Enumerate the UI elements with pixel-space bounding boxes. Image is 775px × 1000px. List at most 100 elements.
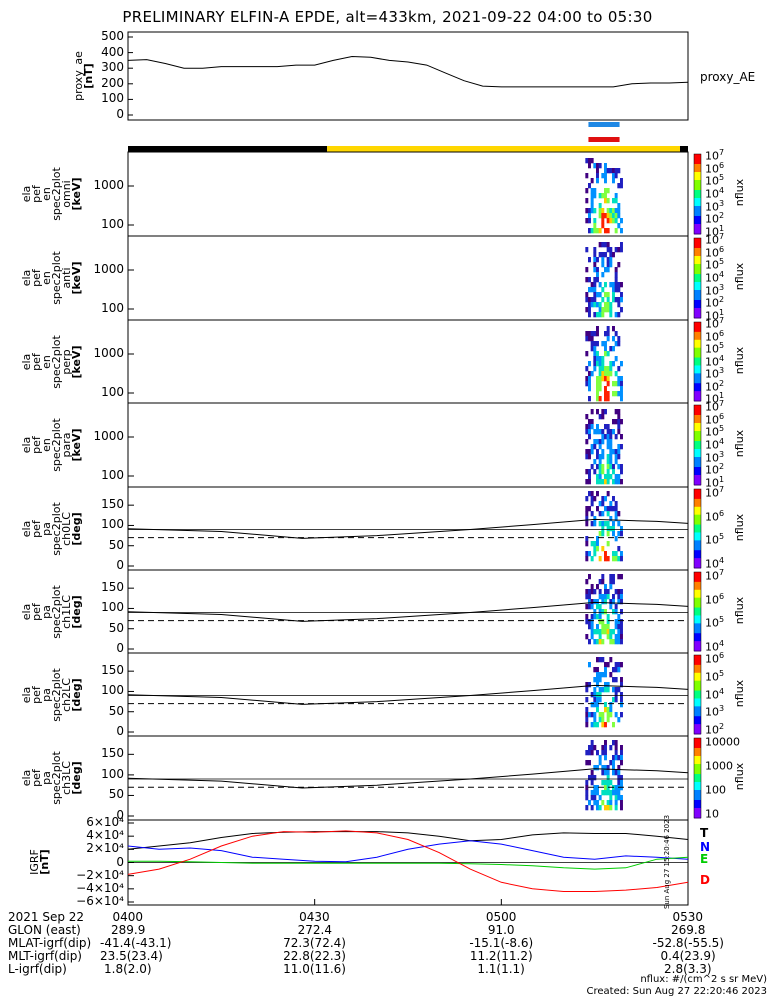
colorbar-segment — [694, 748, 701, 751]
igrf-component-label: D — [700, 873, 710, 887]
spectrum-cell — [598, 361, 602, 367]
colorbar-segment — [694, 649, 701, 652]
colorbar-tick-base: 10 — [705, 438, 719, 452]
spectrum-cell — [612, 361, 615, 367]
spectrum-cell — [590, 584, 594, 590]
colorbar-tick-base: 10 — [705, 807, 719, 821]
spectrum-cell — [596, 506, 599, 512]
colorbar-segment — [694, 276, 701, 279]
spectrum-cell — [617, 795, 621, 801]
spectrum-cell — [585, 381, 589, 387]
spectrum-cell — [588, 183, 591, 189]
spectrum-cell — [588, 800, 591, 806]
colorbar-segment — [694, 453, 701, 456]
colorbar-segment — [694, 613, 701, 616]
colorbar-segment — [694, 240, 701, 243]
spectrum-cell — [614, 639, 618, 645]
spectrum-cell — [601, 371, 605, 377]
spectrum-cell — [585, 496, 589, 502]
spectrum-cell — [617, 464, 621, 470]
colorbar-tick-label: 106 — [705, 161, 724, 176]
spectrum-cell — [593, 356, 597, 362]
spectrum-cell — [617, 780, 621, 786]
spectrum-cell — [609, 780, 613, 786]
colorbar-segment — [694, 429, 701, 432]
footer-value: -15.1(-8.6) — [469, 936, 534, 950]
colorbar-segment — [694, 641, 701, 644]
spectrum-cell — [606, 556, 610, 562]
spectrum-cell — [593, 346, 597, 352]
colorbar-name: nflux — [733, 679, 747, 707]
spectrum-cell — [593, 366, 597, 372]
spectrum-cell — [606, 474, 610, 480]
spectrum-cell — [604, 228, 607, 234]
footer-value: 23.5(23.4) — [100, 949, 163, 963]
spectrum-cell — [590, 282, 594, 288]
colorbar-segment — [694, 562, 701, 565]
spectrum-cell — [593, 252, 597, 258]
spectrum-cell — [593, 469, 597, 475]
spectrum-cell — [617, 667, 621, 673]
spectrum-cell — [604, 391, 607, 397]
spectrum-cell — [590, 331, 594, 337]
spectrum-cell — [593, 765, 597, 771]
spectrum-cell — [606, 589, 610, 595]
colorbar-tick-base: 10 — [705, 380, 719, 394]
spectrum-cell — [598, 634, 602, 640]
colorbar-segment — [694, 180, 701, 183]
colorbar-tick-exp: 5 — [719, 424, 725, 434]
spectrum-cell — [588, 419, 591, 425]
spectrum-cell — [590, 750, 594, 756]
colorbar-segment — [694, 473, 701, 476]
colorbar-tick-label: 106 — [705, 592, 724, 607]
spectrum-cell — [596, 272, 599, 278]
spectrum-cell — [614, 454, 618, 460]
colorbar-segment — [694, 357, 701, 361]
colorbar-segment — [694, 278, 701, 281]
spectrum-cell — [606, 381, 610, 387]
spectrum-cell — [585, 188, 589, 194]
colorbar-segment — [694, 443, 701, 446]
spectrum-cell — [588, 163, 591, 169]
spectrum-cell — [620, 574, 623, 580]
spectrum-cell — [620, 629, 623, 635]
spectrum-cell — [596, 604, 599, 610]
colorbar-tick-base: 10 — [705, 616, 719, 630]
spectrum-cell — [620, 183, 623, 189]
spectrum-cell — [596, 707, 599, 713]
spectrum-cell — [588, 589, 591, 595]
spectrum-cell — [601, 361, 605, 367]
colorbar-segment — [694, 686, 701, 690]
colorbar-tick-exp: 2 — [719, 462, 725, 472]
footer-value: 11.2(11.2) — [469, 949, 533, 963]
colorbar-tick-exp: 3 — [719, 282, 725, 292]
spectrum-cell — [612, 429, 615, 435]
colorbar-segment — [694, 526, 701, 529]
colorbar-segment — [694, 617, 701, 620]
spectrum-cell — [609, 282, 613, 288]
spectrum-cell — [609, 707, 613, 713]
spectrum-cell — [620, 677, 623, 683]
colorbar-segment — [694, 625, 701, 628]
colorbar-segment — [694, 337, 701, 341]
spectrum-cell — [588, 712, 591, 718]
colorbar-segment — [694, 762, 701, 765]
spectrum-cell — [601, 770, 605, 776]
colorbar-segment — [694, 672, 701, 676]
colorbar-segment — [694, 782, 701, 785]
spectrum-cell — [593, 712, 597, 718]
colorbar-tick-base: 10 — [705, 569, 719, 583]
spectrum-cell — [617, 775, 621, 781]
spectrum-cell — [604, 267, 607, 273]
spectrum-cell — [617, 765, 621, 771]
colorbar-segment — [694, 479, 701, 482]
spectrum-cell — [604, 629, 607, 635]
colorbar-tick-label: 104 — [705, 639, 724, 654]
spectrum-cell — [609, 302, 613, 308]
y-axis-label: ela pef en spec2plot omni [keV] — [20, 167, 83, 221]
spectrum-cell — [588, 331, 591, 337]
spectrum-cell — [620, 609, 623, 615]
spectrum-cell — [606, 594, 610, 600]
spectrum-cell — [604, 667, 607, 673]
spectrum-cell — [609, 800, 613, 806]
